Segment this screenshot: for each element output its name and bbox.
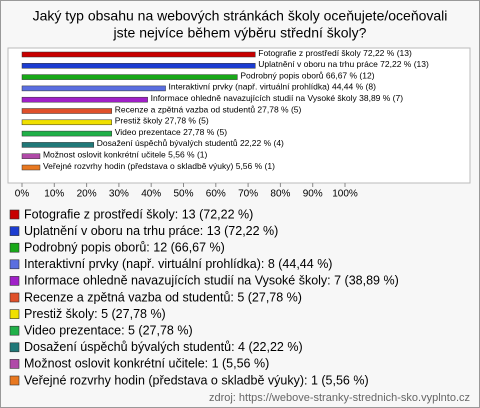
legend-swatch (9, 342, 20, 353)
legend-label: Podrobný popis oborů: 12 (66,67 %) (24, 240, 225, 254)
data-label: Podrobný popis oborů 66,67 % (12) (240, 70, 374, 80)
x-tick-label: 10% (44, 189, 64, 200)
data-label: Informace ohledně navazujících studií na… (151, 93, 404, 103)
data-label: Uplatnění v oboru na trhu práce 72,22 % … (258, 59, 429, 69)
data-label: Fotografie z prostředí školy 72,22 % (13… (258, 48, 412, 58)
x-tick-label: 80% (270, 189, 290, 200)
x-tick-label: 50% (173, 189, 193, 200)
legend-swatch (9, 359, 20, 369)
legend-swatch (9, 292, 20, 303)
legend-label: Uplatnění v oboru na trhu práce: 13 (72,… (24, 224, 278, 238)
chart-title: Jaký typ obsahu na webových stránkách šk… (33, 8, 448, 24)
bar (21, 108, 112, 114)
bar (21, 74, 238, 80)
bar (21, 130, 112, 137)
legend-label: Dosažení úspěchů bývalých studentů: 4 (2… (24, 340, 303, 354)
legend-label: Video prezentace: 5 (27,78 %) (24, 323, 193, 337)
legend-label: Možnost oslovit konkrétní učitele: 1 (5,… (24, 357, 269, 371)
bar (21, 142, 95, 148)
bar (21, 85, 166, 92)
x-tick-label: 70% (238, 189, 258, 200)
legend-swatch (9, 226, 20, 236)
bar (21, 51, 256, 58)
legend-swatch (9, 242, 20, 253)
legend-swatch (9, 209, 20, 220)
legend-swatch (9, 276, 20, 286)
bar (21, 164, 41, 171)
x-tick-label: 60% (206, 189, 226, 200)
legend-label: Recenze a zpětná vazba od studentů: 5 (2… (24, 290, 302, 304)
x-tick-label: 0% (15, 189, 30, 200)
legend-swatch (9, 375, 20, 386)
legend-label: Veřejné rozvrhy hodin (představa o sklad… (24, 373, 369, 387)
legend-swatch (9, 325, 20, 336)
legend-label: Prestiž školy: 5 (27,78 %) (24, 307, 166, 321)
data-label: Video prezentace 27,78 % (5) (115, 127, 227, 137)
data-label: Dosažení úspěchů bývalých studentů 22,22… (97, 138, 284, 148)
data-label: Prestiž školy 27,78 % (5) (115, 116, 209, 126)
source: zdroj: https://webove-stranky-strednich-… (209, 392, 470, 404)
legend-label: Informace ohledně navazujících studií na… (24, 274, 399, 288)
bar (21, 119, 112, 126)
legend-label: Interaktivní prvky (např. virtuální proh… (24, 257, 332, 271)
data-label: Recenze a zpětná vazba od studentů 27,78… (115, 104, 302, 114)
x-tick-label: 100% (332, 189, 358, 200)
x-tick-label: 20% (77, 189, 97, 200)
x-tick-label: 90% (303, 189, 323, 200)
legend-label: Fotografie z prostředí školy: 13 (72,22 … (24, 207, 253, 221)
bar (21, 96, 148, 103)
data-label: Veřejné rozvrhy hodin (představa o sklad… (43, 161, 275, 171)
chart-title: jste nejvíce během výběru střední školy? (113, 25, 367, 41)
x-tick-label: 40% (141, 189, 161, 200)
bar (21, 63, 256, 69)
data-label: Možnost oslovit konkrétní učitele 5,56 %… (43, 149, 208, 159)
bar (21, 153, 41, 159)
legend-swatch (9, 259, 20, 270)
data-label: Interaktivní prvky (např. virtuální proh… (169, 82, 377, 92)
legend-swatch (9, 309, 20, 319)
x-tick-label: 30% (109, 189, 129, 200)
plot-area (7, 47, 471, 184)
